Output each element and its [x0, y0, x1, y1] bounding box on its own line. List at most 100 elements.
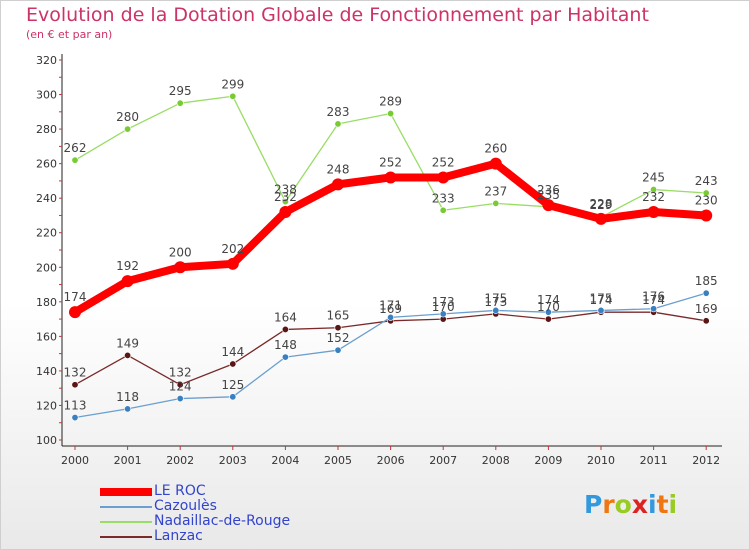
data-point-nadaillac-de-rouge	[71, 156, 79, 164]
x-tick-label: 2002	[166, 454, 194, 467]
data-label-cazoul-s: 125	[221, 378, 244, 392]
logo-letter: x	[631, 490, 648, 519]
data-label-le-roc: 232	[642, 190, 665, 204]
x-tick-label: 2005	[324, 454, 352, 467]
x-tick-label: 2001	[114, 454, 142, 467]
legend-label: Lanzac	[154, 528, 203, 544]
data-label-le-roc: 228	[590, 197, 613, 211]
data-label-cazoul-s: 175	[484, 291, 507, 305]
data-label-nadaillac-de-rouge: 262	[64, 141, 87, 155]
data-point-le-roc	[174, 261, 187, 274]
data-point-nadaillac-de-rouge	[387, 110, 395, 118]
legend-swatch	[100, 520, 152, 523]
data-point-le-roc	[437, 171, 450, 184]
data-point-le-roc	[489, 157, 502, 170]
legend-swatch	[100, 505, 152, 508]
data-point-cazoul-s	[229, 393, 237, 401]
data-label-nadaillac-de-rouge: 295	[169, 84, 192, 98]
data-label-lanzac: 169	[695, 302, 718, 316]
data-label-lanzac: 144	[221, 345, 244, 359]
data-point-le-roc	[384, 171, 397, 184]
data-label-lanzac: 170	[537, 300, 560, 314]
data-point-cazoul-s	[597, 306, 605, 314]
data-point-cazoul-s	[702, 289, 710, 297]
data-point-cazoul-s	[492, 306, 500, 314]
data-label-lanzac: 149	[116, 336, 139, 350]
chart-title: Evolution de la Dotation Globale de Fonc…	[26, 4, 649, 26]
logo-letter: o	[614, 490, 632, 519]
legend-label: LE ROC	[154, 483, 206, 499]
data-label-cazoul-s: 173	[432, 295, 455, 309]
data-point-lanzac	[334, 324, 342, 332]
data-label-lanzac: 170	[432, 300, 455, 314]
data-point-nadaillac-de-rouge	[124, 125, 132, 133]
x-tick-label: 2003	[219, 454, 247, 467]
legend-item-lanzac: Lanzac	[100, 528, 360, 544]
legend-item-le-roc: LE ROC	[100, 483, 360, 499]
data-point-cazoul-s	[387, 313, 395, 321]
legend-swatch	[100, 487, 152, 496]
data-label-cazoul-s: 185	[695, 274, 718, 288]
data-label-lanzac: 173	[484, 295, 507, 309]
data-label-nadaillac-de-rouge: 245	[642, 171, 665, 185]
data-point-cazoul-s	[650, 305, 658, 313]
data-label-cazoul-s: 124	[169, 380, 192, 394]
logo-letter: P	[584, 490, 603, 519]
data-point-cazoul-s	[176, 395, 184, 403]
data-label-nadaillac-de-rouge: 238	[274, 183, 297, 197]
chart-legend: LE ROC Cazoulès Nadaillac-de-Rouge Lanzac	[100, 483, 360, 544]
data-label-cazoul-s: 113	[64, 399, 87, 413]
chart-lines	[69, 92, 713, 422]
data-label-le-roc: 192	[116, 259, 139, 273]
y-tick-label: 200	[36, 261, 57, 274]
data-point-le-roc	[595, 212, 607, 225]
logo-letter: t	[656, 490, 669, 519]
x-tick-label: 2008	[482, 454, 510, 467]
data-point-le-roc	[542, 199, 555, 212]
y-tick-label: 120	[36, 399, 57, 412]
data-point-nadaillac-de-rouge	[334, 120, 342, 128]
data-label-cazoul-s: 152	[327, 331, 350, 345]
data-label-le-roc: 248	[327, 162, 350, 176]
chart-subtitle: (en € et par an)	[26, 28, 113, 41]
data-point-lanzac	[176, 381, 184, 389]
data-label-nadaillac-de-rouge: 235	[537, 188, 560, 202]
y-tick-label: 140	[36, 365, 57, 378]
data-label-nadaillac-de-rouge: 233	[432, 191, 455, 205]
data-point-lanzac	[544, 315, 552, 323]
data-label-lanzac: 164	[274, 310, 297, 324]
data-label-nadaillac-de-rouge: 289	[379, 95, 402, 109]
data-label-nadaillac-de-rouge: 299	[221, 77, 244, 91]
chart-axes: 100 120 140 160 180 200 220 240 260 280 300 320 2000…	[36, 54, 722, 467]
data-point-lanzac	[281, 325, 289, 333]
data-label-le-roc: 200	[169, 245, 192, 259]
data-label-cazoul-s: 175	[590, 291, 613, 305]
data-label-cazoul-s: 171	[379, 298, 402, 312]
data-point-cazoul-s	[124, 405, 132, 413]
x-tick-label: 2009	[534, 454, 562, 467]
x-tick-label: 2000	[61, 454, 89, 467]
data-label-nadaillac-de-rouge: 237	[484, 184, 507, 198]
data-label-lanzac: 132	[64, 366, 87, 380]
chart-data-labels: 262 280 295 299 238 283 289 233 237 235 229 245 243 1…	[64, 77, 718, 412]
data-point-nadaillac-de-rouge	[439, 206, 447, 214]
data-label-lanzac: 174	[642, 293, 665, 307]
legend-item-cazoul-s: Cazoulès	[100, 498, 360, 514]
data-label-lanzac: 169	[379, 302, 402, 316]
data-label-le-roc: 236	[537, 183, 560, 197]
data-label-le-roc: 252	[432, 155, 455, 169]
data-label-le-roc: 202	[221, 242, 244, 256]
data-label-lanzac: 174	[590, 293, 613, 307]
data-label-nadaillac-de-rouge: 243	[695, 174, 718, 188]
logo-letter: i	[668, 490, 678, 519]
data-point-cazoul-s	[71, 414, 79, 422]
x-tick-label: 2011	[640, 454, 668, 467]
data-label-le-roc: 260	[484, 142, 507, 156]
data-point-lanzac	[702, 317, 710, 325]
data-point-nadaillac-de-rouge	[492, 199, 500, 207]
data-label-le-roc: 252	[379, 155, 402, 169]
data-label-le-roc: 174	[64, 290, 87, 304]
data-point-le-roc	[69, 306, 81, 319]
